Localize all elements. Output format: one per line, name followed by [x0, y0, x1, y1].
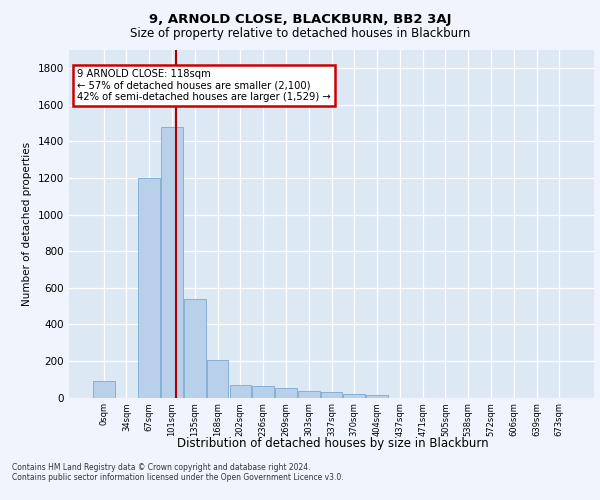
Text: Size of property relative to detached houses in Blackburn: Size of property relative to detached ho…	[130, 28, 470, 40]
Bar	[275, 388, 297, 398]
Bar	[230, 384, 251, 398]
Bar	[320, 392, 343, 398]
Bar	[184, 298, 206, 398]
Text: Contains HM Land Registry data © Crown copyright and database right 2024.: Contains HM Land Registry data © Crown c…	[12, 462, 311, 471]
Y-axis label: Number of detached properties: Number of detached properties	[22, 142, 32, 306]
Bar	[161, 127, 183, 398]
Bar	[343, 394, 365, 398]
Bar	[207, 360, 229, 398]
Text: 9 ARNOLD CLOSE: 118sqm
← 57% of detached houses are smaller (2,100)
42% of semi-: 9 ARNOLD CLOSE: 118sqm ← 57% of detached…	[77, 69, 331, 102]
Bar	[366, 395, 388, 398]
Bar	[253, 386, 274, 398]
Text: Distribution of detached houses by size in Blackburn: Distribution of detached houses by size …	[177, 438, 489, 450]
Bar	[298, 391, 320, 398]
Text: Contains public sector information licensed under the Open Government Licence v3: Contains public sector information licen…	[12, 472, 344, 482]
Bar	[139, 178, 160, 398]
Text: 9, ARNOLD CLOSE, BLACKBURN, BB2 3AJ: 9, ARNOLD CLOSE, BLACKBURN, BB2 3AJ	[149, 12, 451, 26]
Bar	[93, 381, 115, 398]
